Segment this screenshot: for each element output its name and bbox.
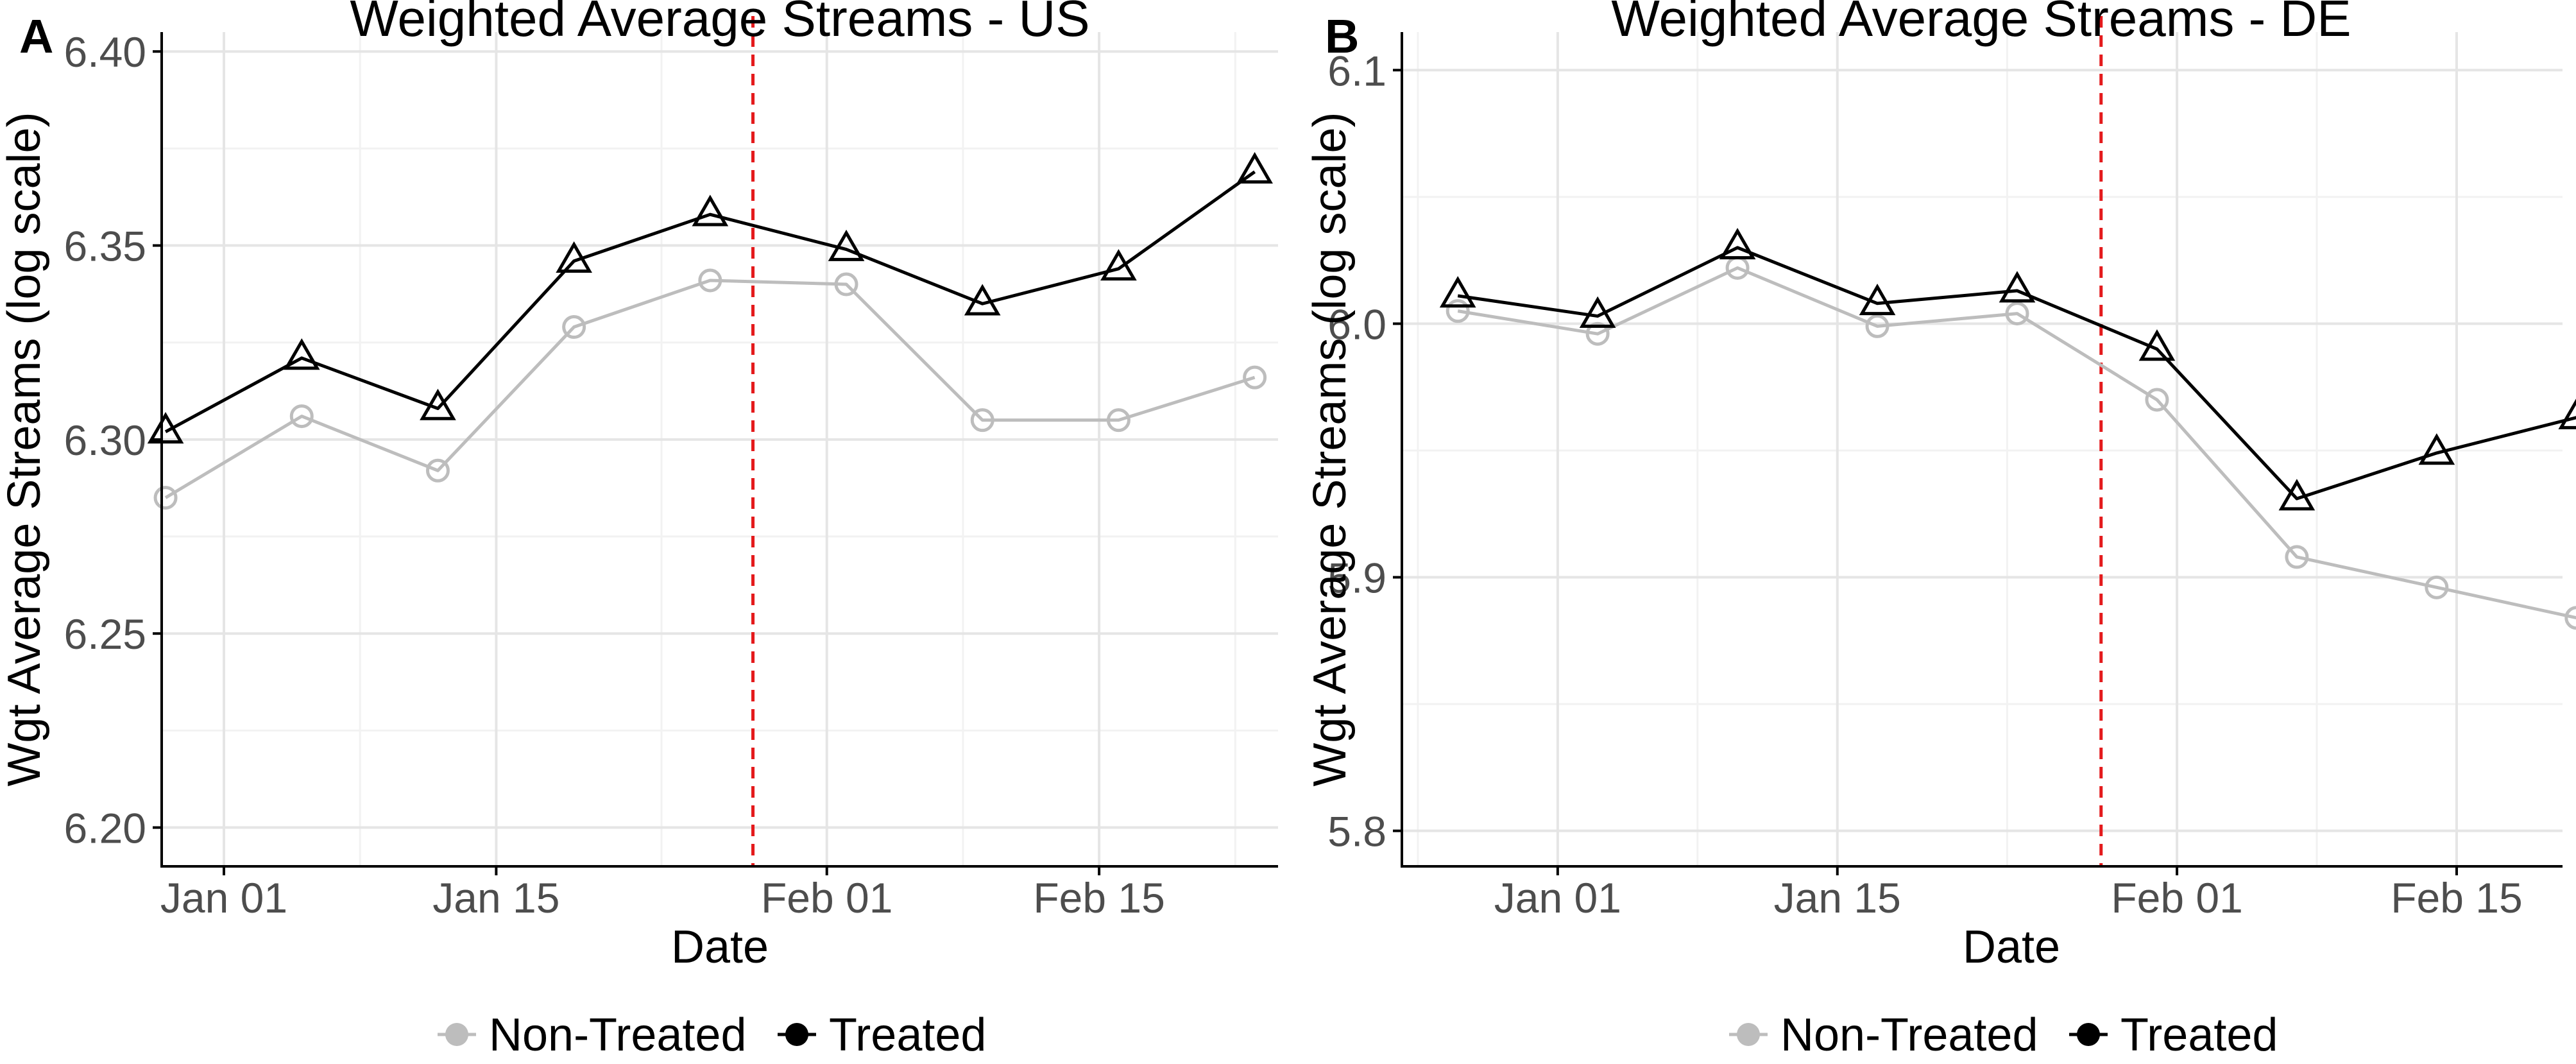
data-point-treated [2278,479,2316,511]
data-point-treated [964,284,1001,316]
panel-de: 5.8 5.9 6.0 6.1 Jan 01 Jan 15 Feb 01 Feb 15 B W… [1304,0,2576,1061]
legend-key-point-non-treated [1737,1023,1760,1046]
legend: Non-Treated Treated [438,1009,986,1061]
series-line-treated [1457,246,2576,501]
x-axis-label: Date [671,922,769,973]
x-axis-label: Date [1963,922,2060,973]
data-point-non-treated [1446,299,1470,323]
data-point-non-treated [1865,314,1889,338]
panel-label: B [1325,10,1359,63]
data-point-treated [147,412,184,444]
data-point-treated [1999,271,2036,303]
data-point-treated [420,388,456,420]
data-point-treated [556,241,592,273]
data-point-non-treated [2564,606,2576,630]
data-point-treated [1719,228,1756,260]
data-point-treated [1236,151,1273,184]
legend-key-point-treated [2077,1023,2100,1046]
data-point-non-treated [2005,302,2029,326]
x-tick-label: Feb 01 [761,874,892,922]
data-point-non-treated [2145,388,2169,412]
y-tick-label: 6.30 [64,416,146,464]
y-tick-label: 5.8 [1327,808,1386,855]
y-tick-label: 6.0 [1327,300,1386,348]
x-tick-label: Jan 15 [1774,874,1901,922]
data-point-non-treated [562,315,586,339]
y-tick-label: 6.20 [64,805,146,852]
y-axis-label: Wgt Average Streams (log scale) [1304,112,1356,786]
legend-label-treated: Treated [2120,1009,2278,1061]
y-tick-label: 6.25 [64,610,146,658]
chart-title: Weighted Average Streams - US [350,0,1089,47]
data-point-treated [828,229,865,261]
y-tick-label: 6.40 [64,28,146,76]
x-tick-label: Jan 01 [1494,874,1621,922]
data-point-treated [2418,433,2455,465]
legend: Non-Treated Treated [1729,1009,2278,1061]
series-line-non-treated [1457,266,2576,620]
data-point-treated [2558,399,2576,429]
y-tick-label: 6.1 [1327,47,1386,94]
x-tick-label: Jan 01 [160,874,287,922]
data-point-treated [1859,284,1896,316]
data-point-treated [1439,276,1476,308]
series-line-non-treated [164,279,1256,499]
legend-key-point-non-treated [445,1023,468,1046]
data-point-non-treated [1243,365,1267,390]
panel-label: A [19,10,53,63]
data-point-treated [1579,296,1616,328]
data-point-non-treated [2425,575,2449,599]
legend-label-non-treated: Non-Treated [1780,1009,2038,1061]
x-tick-label: Jan 15 [432,874,559,922]
data-point-treated [2138,329,2176,361]
x-tick-label: Feb 01 [2111,874,2242,922]
y-axis-label: Wgt Average Streams (log scale) [0,112,50,786]
legend-label-non-treated: Non-Treated [489,1009,747,1061]
panel-us: 6.20 6.25 6.30 6.35 6.40 Jan 01 Jan 15 Feb 01 Fe… [0,0,1278,1061]
data-point-non-treated [2285,545,2309,569]
series-line-treated [164,170,1256,433]
x-tick-label: Feb 15 [2391,874,2522,922]
data-point-non-treated [834,272,858,296]
legend-label-treated: Treated [829,1009,986,1061]
data-point-non-treated [289,404,314,429]
data-point-treated [283,338,320,370]
data-point-non-treated [1585,322,1610,346]
data-point-non-treated [1106,408,1130,433]
y-tick-label: 5.9 [1327,554,1386,602]
data-point-non-treated [153,486,178,510]
data-point-treated [692,194,729,227]
legend-key-point-treated [785,1023,808,1046]
x-tick-label: Feb 15 [1033,874,1164,922]
chart-title: Weighted Average Streams - DE [1611,0,2351,47]
data-point-non-treated [425,458,450,483]
data-point-non-treated [970,408,994,433]
data-point-non-treated [698,268,722,293]
data-point-treated [1100,249,1137,281]
y-tick-label: 6.35 [64,223,146,270]
